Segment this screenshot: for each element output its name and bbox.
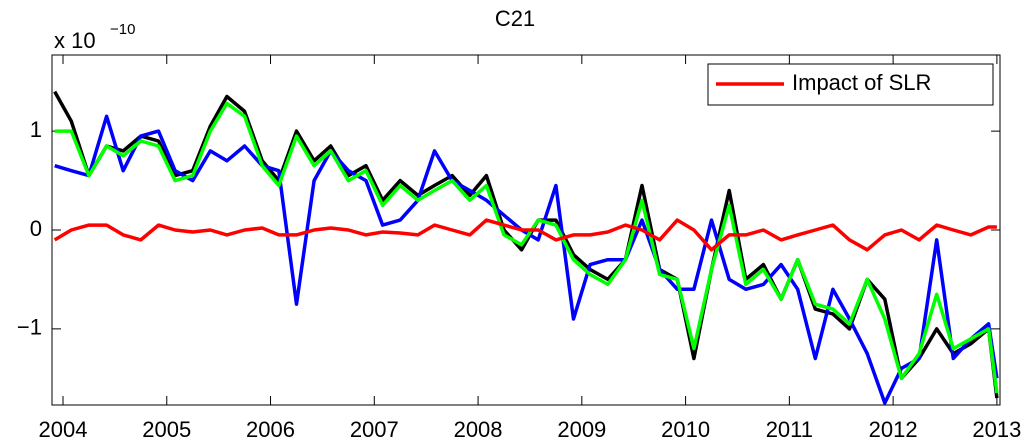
x-tick-label: 2010 bbox=[661, 417, 710, 442]
y-tick-label: 0 bbox=[30, 216, 42, 241]
legend-label: Impact of SLR bbox=[792, 70, 931, 95]
y-multiplier: x 10 bbox=[54, 28, 96, 53]
x-tick-label: 2005 bbox=[142, 417, 191, 442]
x-tick-label: 2006 bbox=[246, 417, 295, 442]
chart-title: C21 bbox=[495, 6, 535, 31]
y-tick-label: −1 bbox=[17, 315, 42, 340]
series-line bbox=[53, 218, 997, 252]
series-line bbox=[54, 101, 999, 394]
y-tick-label: 1 bbox=[30, 117, 42, 142]
x-tick-label: 2004 bbox=[39, 417, 88, 442]
axes-box bbox=[51, 54, 1001, 406]
x-tick-label: 2008 bbox=[454, 417, 503, 442]
x-tick-label: 2011 bbox=[766, 417, 813, 442]
x-tick-label: 2007 bbox=[350, 417, 399, 442]
x-tick-label: 2013 bbox=[972, 417, 1021, 442]
y-exponent: −10 bbox=[110, 21, 135, 38]
x-tick-label: 2012 bbox=[869, 417, 918, 442]
x-tick-label: 2009 bbox=[557, 417, 606, 442]
